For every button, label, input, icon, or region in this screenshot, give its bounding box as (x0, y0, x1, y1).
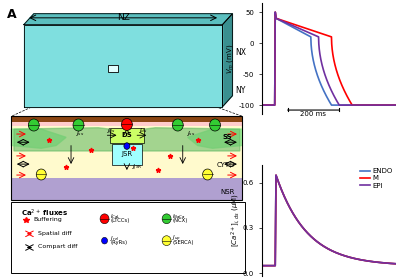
Polygon shape (222, 14, 232, 107)
Y-axis label: $[Ca^{2+}]_{i,ds}$ ($\mu$M): $[Ca^{2+}]_{i,ds}$ ($\mu$M) (229, 194, 242, 247)
ENDO (394, 262, 398, 265)
ENDO (274, 174, 278, 177)
Polygon shape (24, 25, 222, 107)
Circle shape (162, 236, 171, 246)
Text: $J_{JSR}$: $J_{JSR}$ (131, 162, 142, 173)
ENDO (289, 209, 294, 213)
Bar (12, 178, 242, 200)
Text: $J_{ss}$: $J_{ss}$ (75, 129, 84, 138)
Bar (110, 128, 144, 143)
Text: NZ: NZ (117, 13, 130, 22)
Circle shape (73, 119, 84, 131)
Circle shape (124, 143, 130, 149)
EPI (260, 264, 264, 267)
M (394, 262, 398, 265)
Circle shape (210, 119, 220, 131)
M (348, 256, 352, 259)
Text: (RyRs): (RyRs) (110, 240, 127, 245)
Line: ENDO: ENDO (262, 175, 396, 266)
ENDO (267, 264, 272, 267)
Circle shape (162, 214, 171, 224)
EPI (267, 264, 272, 267)
Bar (12, 122, 242, 126)
Text: $J_{ss}$: $J_{ss}$ (186, 129, 196, 138)
ENDO (260, 264, 264, 267)
Text: $I_{CaL}$: $I_{CaL}$ (110, 212, 121, 221)
Circle shape (172, 119, 183, 131)
Text: $J_{ds}$: $J_{ds}$ (138, 126, 148, 135)
EPI (278, 185, 283, 188)
Polygon shape (14, 128, 240, 151)
Text: Buffering: Buffering (34, 217, 62, 222)
M (260, 264, 264, 267)
EPI (364, 259, 369, 263)
M (367, 259, 372, 263)
Text: NSR: NSR (220, 189, 235, 195)
Circle shape (202, 169, 212, 180)
ENDO (364, 259, 369, 263)
Polygon shape (12, 129, 66, 148)
Text: NY: NY (235, 86, 245, 95)
EPI (348, 256, 352, 259)
Text: (SERCA): (SERCA) (172, 240, 194, 245)
Bar (12, 116, 242, 122)
Text: (NCX): (NCX) (172, 218, 188, 223)
Text: DS: DS (122, 132, 132, 138)
EPI (367, 259, 372, 263)
M (278, 185, 283, 188)
Text: 200 ms: 200 ms (300, 111, 326, 117)
Circle shape (102, 237, 108, 244)
Bar (108, 65, 118, 72)
Text: NX: NX (235, 47, 246, 57)
Bar (12, 202, 245, 273)
EPI (274, 174, 278, 177)
Text: CYTO: CYTO (216, 162, 235, 168)
M (364, 259, 369, 263)
M (289, 209, 294, 213)
M (267, 264, 272, 267)
Bar (12, 116, 242, 200)
Legend: ENDO, M, EPI: ENDO, M, EPI (360, 168, 392, 189)
ENDO (367, 259, 372, 263)
Text: (LTCCs): (LTCCs) (110, 218, 130, 223)
Polygon shape (188, 129, 242, 148)
Text: $J_{ds}$: $J_{ds}$ (106, 126, 116, 135)
Text: $J_{up}$: $J_{up}$ (172, 234, 182, 244)
Circle shape (28, 119, 39, 131)
EPI (289, 209, 294, 213)
Line: EPI: EPI (262, 175, 396, 266)
Polygon shape (24, 14, 232, 25)
Text: JSR: JSR (121, 151, 132, 157)
Text: B: B (222, 0, 231, 3)
Text: SS: SS (223, 134, 232, 140)
Text: Compart diff: Compart diff (38, 244, 77, 249)
M (274, 174, 278, 177)
ENDO (348, 256, 352, 259)
EPI (394, 262, 398, 265)
Text: Ca$^{2+}$ fluxes: Ca$^{2+}$ fluxes (21, 208, 69, 219)
Circle shape (122, 119, 132, 131)
Y-axis label: $V_m$ (mV): $V_m$ (mV) (225, 43, 235, 74)
Circle shape (100, 214, 109, 224)
Line: M: M (262, 175, 396, 266)
Text: A: A (6, 8, 16, 21)
Bar (112, 144, 142, 165)
Text: $I_{NaCa}$: $I_{NaCa}$ (172, 212, 186, 221)
Circle shape (36, 169, 46, 180)
ENDO (278, 185, 283, 188)
Bar (12, 126, 242, 178)
Text: Spatial diff: Spatial diff (38, 230, 71, 235)
Text: $J_{rel}$: $J_{rel}$ (110, 234, 120, 243)
